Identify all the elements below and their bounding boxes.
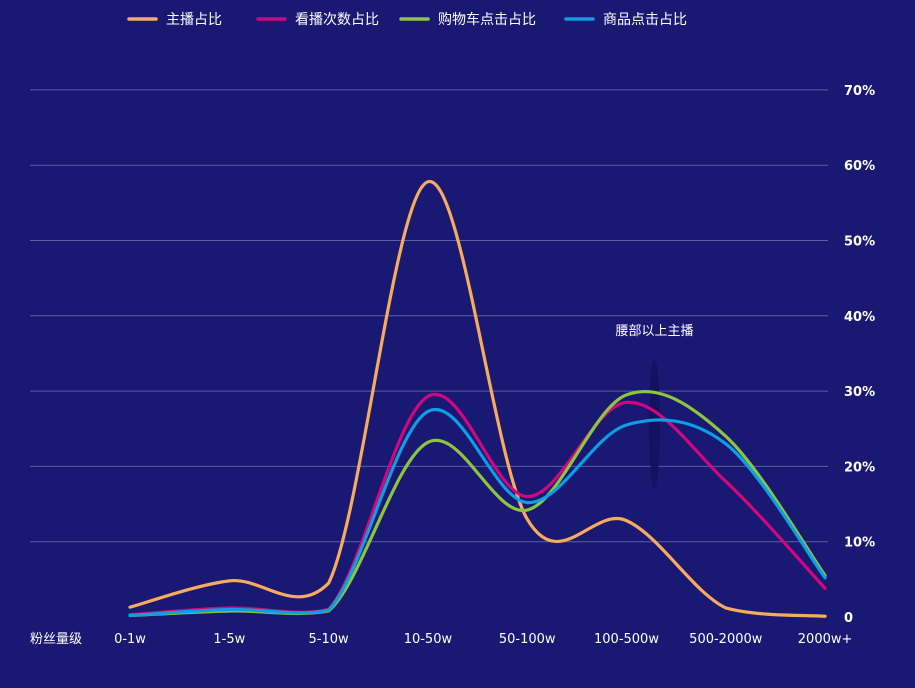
grid-lines — [30, 89, 828, 543]
x-tick-label: 500-2000w — [689, 632, 763, 647]
y-tick-label: 70% — [844, 84, 875, 99]
legend-label: 购物车点击占比 — [438, 11, 536, 28]
legend-label: 主播占比 — [166, 12, 222, 28]
legend-label: 看播次数占比 — [295, 12, 379, 28]
legend-label: 商品点击占比 — [603, 12, 687, 28]
y-tick-label: 30% — [844, 385, 875, 400]
x-axis-ticks: 粉丝量级 0-1w 1-5w 5-10w 10-50w 50-100w 100-500w 50… — [30, 632, 852, 647]
series-lines — [128, 180, 827, 618]
annotation-label: 腰部以上主播 — [615, 324, 693, 339]
x-tick-label: 10-50w — [404, 632, 453, 647]
legend: 主播占比 看播次数占比 购物车点击占比 商品点击占比 — [127, 11, 687, 28]
x-tick-label: 50-100w — [499, 632, 556, 647]
x-tick-label: 5-10w — [309, 632, 350, 647]
y-tick-label: 60% — [844, 159, 875, 174]
x-tick-label: 0-1w — [114, 632, 146, 647]
annotations: 腰部以上主播 — [615, 324, 693, 339]
y-tick-label: 20% — [844, 460, 875, 475]
y-axis-ticks: 0 10% 20% 30% 40% 50% 60% 70% — [844, 84, 875, 626]
y-tick-label: 50% — [844, 235, 875, 250]
y-tick-label: 10% — [844, 536, 875, 551]
y-tick-label: 40% — [844, 310, 875, 325]
x-tick-label: 100-500w — [594, 632, 659, 647]
x-tick-label: 2000w+ — [798, 632, 853, 647]
x-tick-label: 1-5w — [213, 632, 245, 647]
highlight-ellipse — [649, 359, 660, 490]
series-line-0 — [128, 180, 827, 618]
highlight-region — [649, 359, 660, 490]
x-axis-title: 粉丝量级 — [30, 632, 82, 647]
y-tick-label: 0 — [844, 611, 853, 626]
series-line-3 — [128, 407, 827, 618]
